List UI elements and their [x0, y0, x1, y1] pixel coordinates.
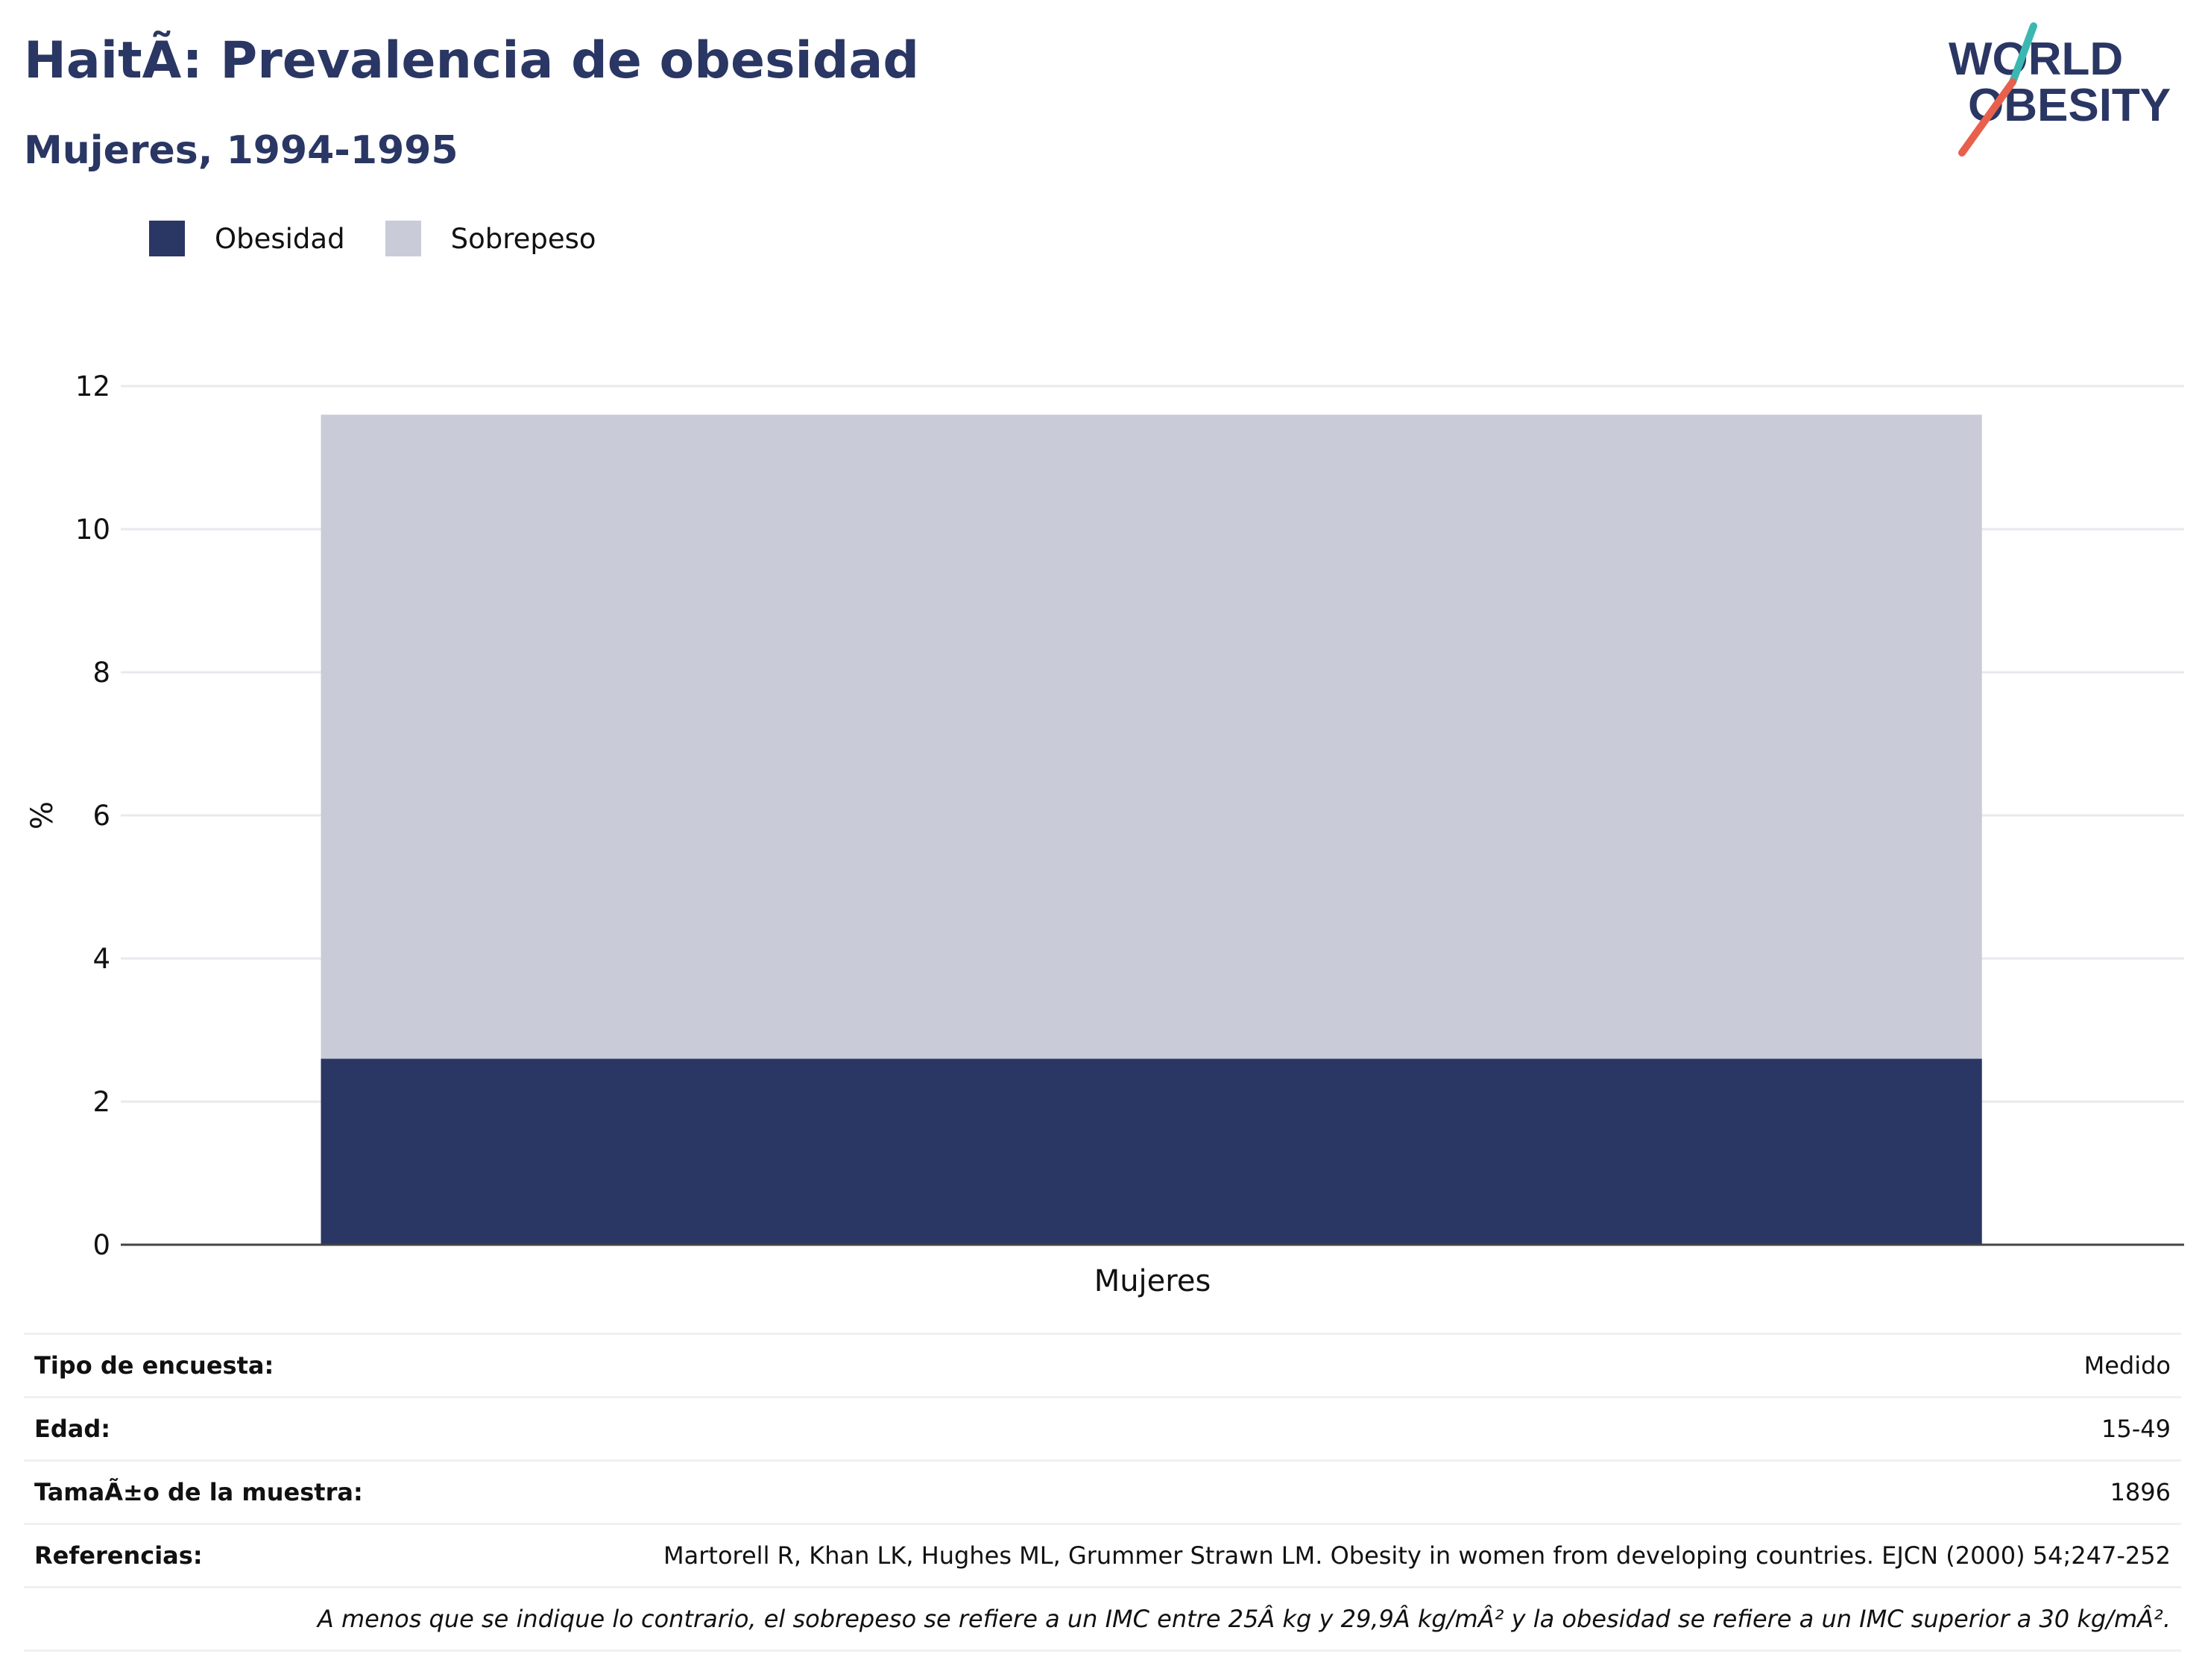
y-tick-label: 2 [92, 1086, 110, 1118]
logo-slash-teal [2009, 22, 2037, 86]
info-value: 15-49 [2101, 1415, 2171, 1443]
x-category-label: Mujeres [1094, 1264, 1211, 1298]
info-row-references: Referencias: Martorell R, Khan LK, Hughe… [24, 1523, 2181, 1586]
y-tick-label: 10 [75, 514, 110, 546]
page-subtitle: Mujeres, 1994-1995 [24, 128, 458, 173]
legend-label-obesidad: Obesidad [215, 222, 345, 255]
y-tick-label: 6 [92, 800, 110, 832]
world-obesity-logo: WORLD OBESITY [1949, 22, 2171, 157]
legend-swatch-sobrepeso [385, 221, 421, 256]
info-key: Tipo de encuesta: [34, 1351, 274, 1380]
bar-obesidad [321, 1058, 1982, 1245]
info-row-note: A menos que se indique lo contrario, el … [24, 1586, 2181, 1652]
info-row-sample-size: TamaÃ±o de la muestra: 1896 [24, 1459, 2181, 1523]
info-key: Referencias: [34, 1541, 203, 1570]
y-axis-title: % [25, 801, 60, 830]
info-value: Martorell R, Khan LK, Hughes ML, Grummer… [663, 1541, 2171, 1570]
chart-legend: Obesidad Sobrepeso [149, 221, 637, 256]
logo-line-1: WORLD [1949, 34, 2123, 85]
survey-info-table: Tipo de encuesta: Medido Edad: 15-49 Tam… [24, 1333, 2181, 1652]
legend-item-obesidad[interactable]: Obesidad [149, 221, 345, 256]
y-tick-label: 12 [75, 370, 110, 402]
legend-label-sobrepeso: Sobrepeso [450, 222, 596, 255]
bar-chart: 0 2 4 6 8 10 12 Mujeres% [25, 370, 2184, 1298]
info-value: Medido [2083, 1351, 2171, 1380]
info-row-survey-type: Tipo de encuesta: Medido [24, 1333, 2181, 1396]
logo-slash-red [1958, 78, 2016, 157]
y-tick-label: 8 [92, 657, 110, 689]
info-value: 1896 [2110, 1478, 2171, 1506]
info-row-age: Edad: 15-49 [24, 1396, 2181, 1459]
logo-line-2: OBESITY [1968, 80, 2171, 131]
bar-sobrepeso [321, 414, 1982, 1059]
info-key: Edad: [34, 1415, 111, 1443]
y-tick-label: 4 [92, 943, 110, 975]
page-title: HaitÃ: Prevalencia de obesidad [24, 31, 920, 90]
definition-note: A menos que se indique lo contrario, el … [317, 1605, 2171, 1633]
legend-item-sobrepeso[interactable]: Sobrepeso [385, 221, 596, 256]
y-tick-label: 0 [92, 1229, 110, 1261]
legend-swatch-obesidad [149, 221, 185, 256]
info-key: TamaÃ±o de la muestra: [34, 1478, 363, 1506]
